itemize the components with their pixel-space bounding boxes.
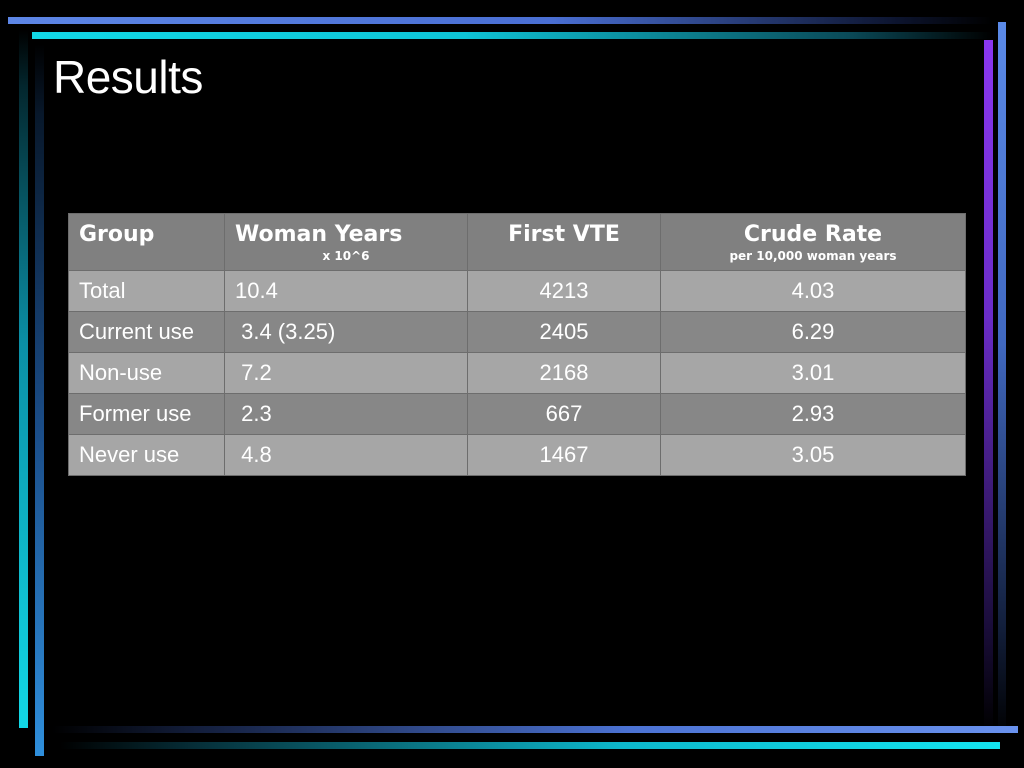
cell-first-vte: 2168 <box>467 352 661 394</box>
frame-bar-right-outer <box>998 22 1006 737</box>
cell-group: Never use <box>68 434 225 476</box>
slide-title: Results <box>53 51 203 103</box>
cell-crude-rate: 6.29 <box>660 311 966 353</box>
cell-group: Non-use <box>68 352 225 394</box>
cell-crude-rate: 3.05 <box>660 434 966 476</box>
cell-woman-years: 7.2 <box>224 352 468 394</box>
cell-group: Current use <box>68 311 225 353</box>
header-first-vte: First VTE <box>467 213 661 271</box>
cell-group: Total <box>68 270 225 312</box>
table-row: Total 10.4 4213 4.03 <box>68 270 966 312</box>
frame-bar-left-inner <box>35 44 44 756</box>
table-row: Never use 4.8 1467 3.05 <box>68 434 966 476</box>
cell-first-vte: 667 <box>467 393 661 435</box>
header-crude-rate-label: Crude Rate <box>743 222 883 247</box>
frame-bar-top-outer <box>8 17 992 24</box>
table-row: Current use 3.4 (3.25) 2405 6.29 <box>68 311 966 353</box>
cell-woman-years: 4.8 <box>224 434 468 476</box>
frame-bar-right-inner <box>984 40 993 730</box>
frame-bar-top-inner <box>32 32 992 39</box>
cell-woman-years: 2.3 <box>224 393 468 435</box>
table-header-row: Group Woman Years x 10^6 First VTE Crude… <box>68 213 966 271</box>
header-crude-rate: Crude Rate per 10,000 woman years <box>660 213 966 271</box>
table-row: Former use 2.3 667 2.93 <box>68 393 966 435</box>
table-row: Non-use 7.2 2168 3.01 <box>68 352 966 394</box>
header-crude-rate-unit: per 10,000 woman years <box>729 249 897 263</box>
cell-crude-rate: 3.01 <box>660 352 966 394</box>
header-group-label: Group <box>79 222 155 247</box>
cell-first-vte: 2405 <box>467 311 661 353</box>
results-table: Group Woman Years x 10^6 First VTE Crude… <box>68 213 966 476</box>
cell-crude-rate: 2.93 <box>660 393 966 435</box>
cell-group: Former use <box>68 393 225 435</box>
cell-first-vte: 1467 <box>467 434 661 476</box>
cell-crude-rate: 4.03 <box>660 270 966 312</box>
header-group: Group <box>68 213 225 271</box>
frame-bar-left-outer <box>19 30 28 728</box>
header-woman-years-label: Woman Years <box>235 222 403 247</box>
header-woman-years: Woman Years x 10^6 <box>224 213 468 271</box>
cell-woman-years: 3.4 (3.25) <box>224 311 468 353</box>
frame-bar-bottom-outer <box>60 742 1000 749</box>
cell-woman-years: 10.4 <box>224 270 468 312</box>
header-first-vte-label: First VTE <box>508 222 620 247</box>
cell-first-vte: 4213 <box>467 270 661 312</box>
frame-bar-bottom-inner <box>52 726 1018 733</box>
header-woman-years-unit: x 10^6 <box>322 249 370 263</box>
